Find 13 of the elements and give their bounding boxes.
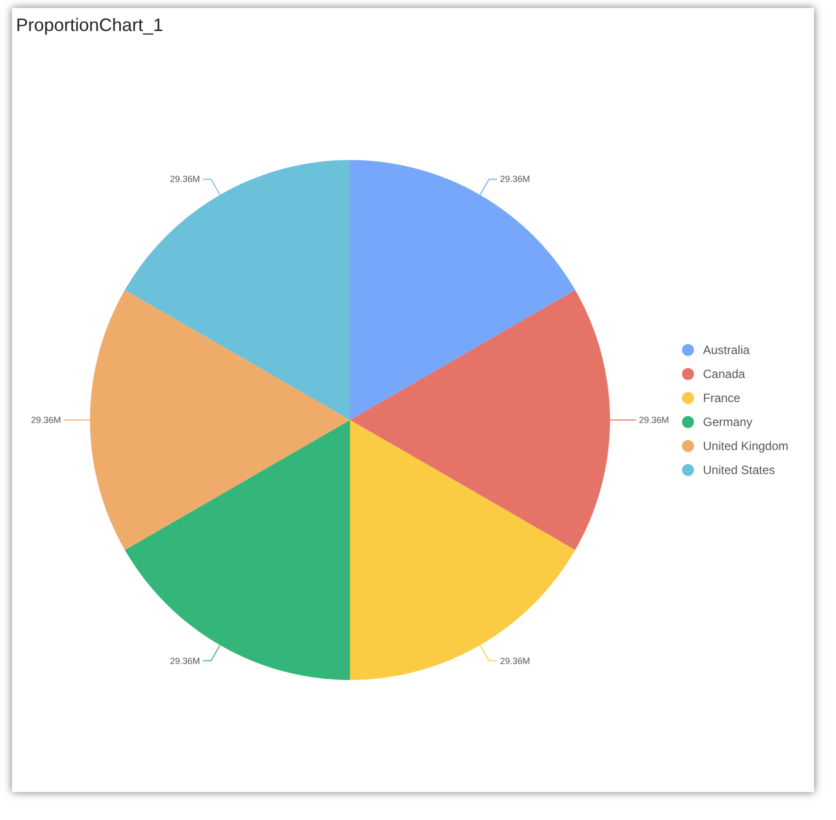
legend-label: United Kingdom (703, 439, 788, 453)
data-label: 29.36M (639, 415, 670, 425)
legend-label: Canada (703, 367, 746, 381)
legend-label: France (703, 391, 740, 405)
data-label: 29.36M (170, 174, 200, 184)
data-label: 29.36M (500, 656, 530, 666)
data-label: 29.36M (170, 656, 200, 666)
data-label: 29.36M (500, 174, 530, 184)
chart-title: ProportionChart_1 (16, 15, 164, 36)
legend-label: Australia (703, 343, 750, 357)
data-label: 29.36M (30, 415, 61, 425)
legend-label: United States (703, 463, 776, 477)
legend-label: Germany (703, 415, 752, 429)
